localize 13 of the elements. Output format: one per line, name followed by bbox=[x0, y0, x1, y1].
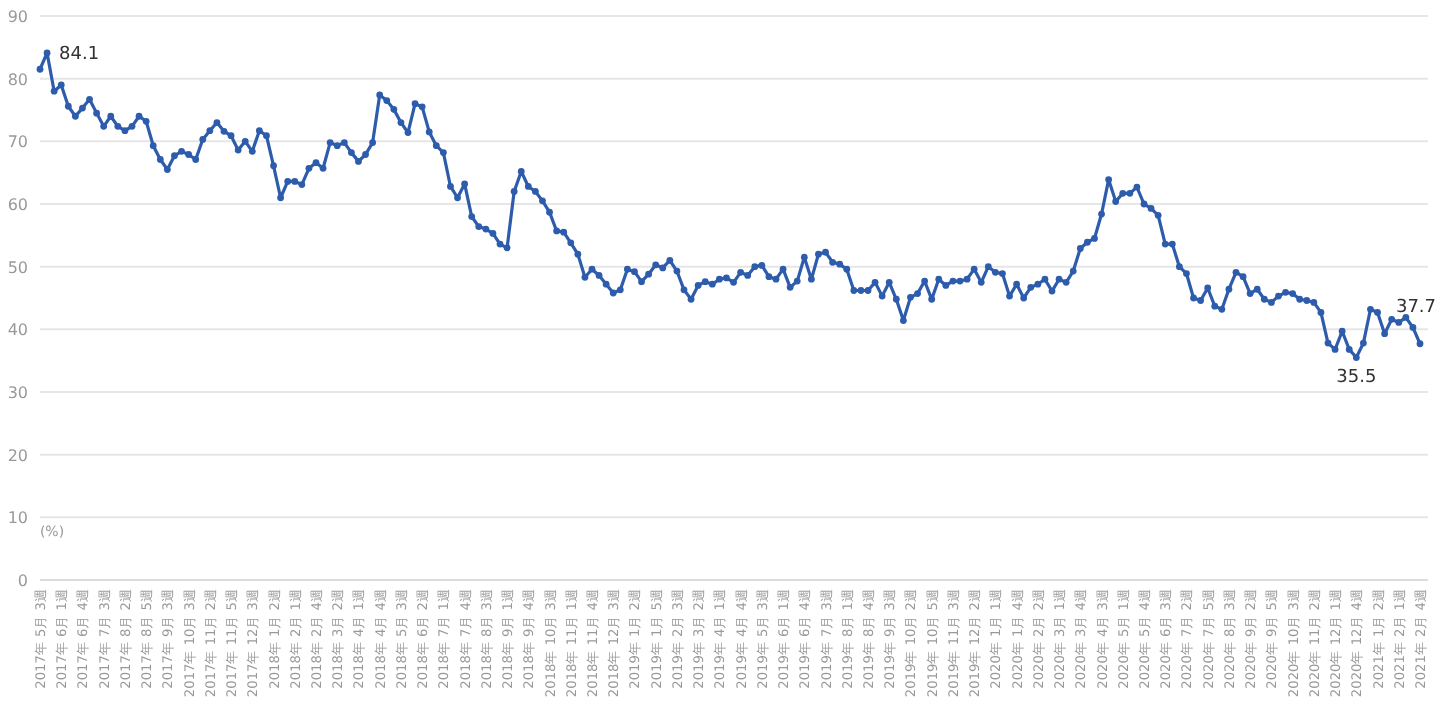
data-label: 84.1 bbox=[59, 44, 100, 65]
y-tick-label: 20 bbox=[7, 446, 28, 465]
y-tick-label: 10 bbox=[7, 509, 28, 528]
y-tick-label: 50 bbox=[7, 258, 28, 277]
y-tick-label: 80 bbox=[7, 70, 28, 89]
y-tick-label: 60 bbox=[7, 196, 28, 214]
y-tick-label: 30 bbox=[7, 384, 28, 402]
y-tick-label: 90 bbox=[7, 8, 28, 26]
y-tick-label: 0 bbox=[17, 572, 28, 590]
y-tick-label: 70 bbox=[7, 133, 28, 152]
data-label: 37.7 bbox=[1395, 297, 1437, 318]
data-label: 35.5 bbox=[1336, 367, 1377, 388]
y-tick-label: 40 bbox=[7, 321, 28, 340]
